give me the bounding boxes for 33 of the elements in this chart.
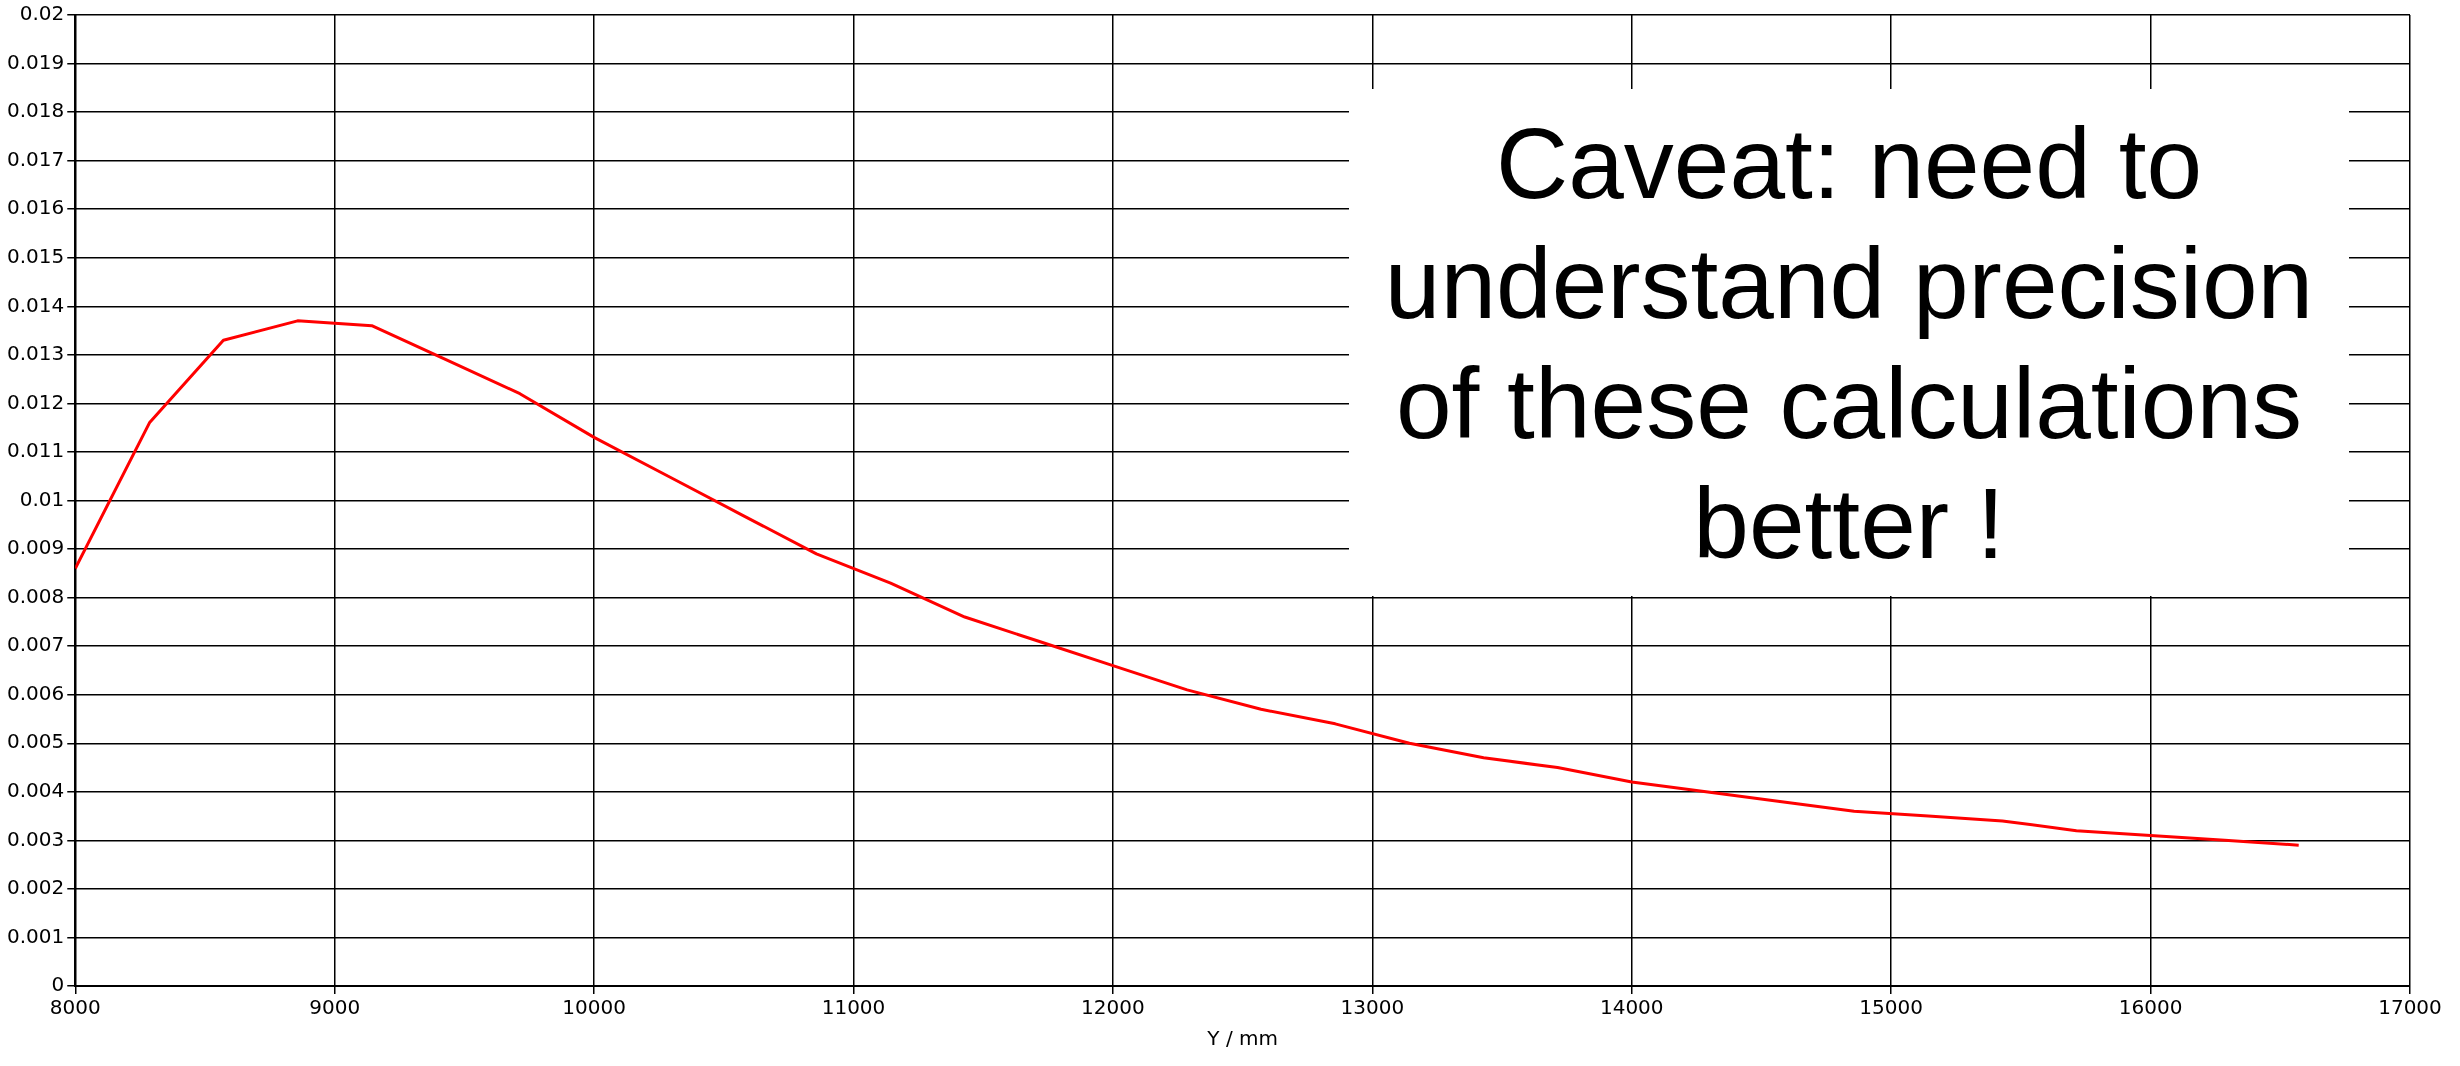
x-tick-label: 8000 [49,995,101,1020]
y-tick-label: 0.018 [6,98,65,123]
x-tick-label: 16000 [2118,995,2183,1020]
y-tick-label: 0.003 [6,826,65,851]
y-tick-label: 0.009 [6,535,65,560]
x-tick-label: 13000 [1340,995,1405,1020]
x-tick-label: 14000 [1599,995,1664,1020]
y-tick-label: 0.02 [19,1,65,26]
y-tick-label: 0.008 [6,583,65,608]
y-tick-label: 0.011 [6,438,65,463]
y-tick-label: 0.016 [6,195,65,220]
x-tick-label: 12000 [1081,995,1145,1020]
y-tick-label: 0.002 [6,875,65,900]
y-tick-label: 0.012 [6,389,65,414]
y-tick-label: 0.013 [6,341,65,366]
y-tick-label: 0 [51,972,65,997]
y-tick-label: 0.019 [6,49,65,74]
y-tick-label: 0.01 [19,486,65,511]
y-tick-label: 0.007 [6,632,65,657]
y-tick-label: 0.004 [6,778,65,802]
x-tick-label: 9000 [309,995,361,1020]
x-tick-label: 15000 [1859,995,1923,1020]
y-tick-label: 0.015 [6,243,65,268]
x-tick-label: 17000 [2378,995,2442,1020]
y-tick-label: 0.017 [6,146,65,171]
annotation: Caveat: need to understand precision of these calculations better ! [1349,89,2349,596]
x-tick-label: 11000 [821,995,886,1020]
y-tick-label: 0.014 [6,292,65,317]
y-tick-label: 0.005 [6,729,65,754]
x-tick-label: 10000 [562,995,626,1020]
y-tick-label: 0.001 [6,923,65,948]
y-tick-label: 0.006 [6,680,65,705]
x-axis-title: Y / mm [1206,1026,1278,1051]
